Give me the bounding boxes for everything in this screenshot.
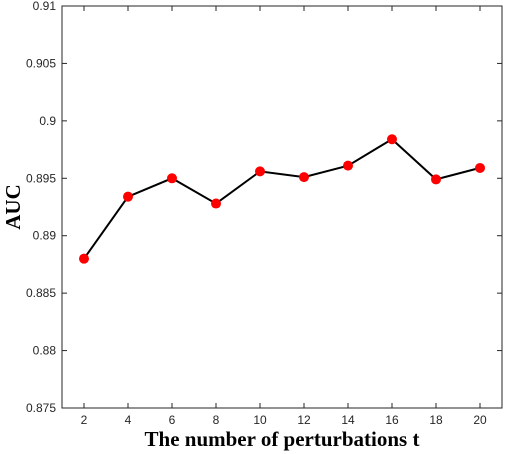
- y-tick-label: 0.91: [33, 0, 57, 13]
- x-tick-label: 8: [213, 413, 220, 427]
- y-tick-label: 0.89: [33, 229, 57, 243]
- data-point: [387, 134, 397, 145]
- x-axis-title: The number of perturbations t: [145, 427, 420, 451]
- y-axis-ticks: 0.875 0.88 0.885 0.89 0.895 0.9 0.905 0.91: [26, 0, 502, 415]
- x-tick-label: 10: [253, 413, 267, 427]
- x-axis-ticks: 2 4 6 8 10 12 14 16 18 20: [81, 6, 487, 427]
- data-point: [167, 173, 177, 184]
- plot-area: [61, 5, 503, 409]
- data-point: [255, 166, 265, 177]
- x-tick-label: 20: [473, 413, 487, 427]
- x-tick-label: 4: [125, 413, 132, 427]
- y-tick-label: 0.875: [26, 401, 56, 415]
- series-line: [83, 137, 481, 260]
- x-tick-label: 2: [81, 413, 88, 427]
- data-point: [79, 253, 89, 264]
- y-tick-label: 0.9: [39, 114, 56, 128]
- data-point: [123, 191, 133, 202]
- x-tick-label: 12: [297, 413, 311, 427]
- y-tick-label: 0.895: [26, 171, 56, 185]
- data-point: [299, 172, 309, 183]
- data-point: [343, 160, 353, 171]
- data-point: [475, 162, 485, 173]
- y-tick-label: 0.885: [26, 286, 56, 300]
- y-tick-label: 0.88: [33, 344, 57, 358]
- data-point: [431, 174, 441, 185]
- x-tick-label: 6: [169, 413, 176, 427]
- data-point: [211, 198, 221, 209]
- x-tick-label: 16: [385, 413, 399, 427]
- series-markers: [79, 134, 485, 264]
- x-tick-label: 18: [429, 413, 443, 427]
- x-tick-label: 14: [341, 413, 355, 427]
- y-tick-label: 0.905: [26, 56, 56, 70]
- y-axis-title: AUC: [1, 184, 25, 230]
